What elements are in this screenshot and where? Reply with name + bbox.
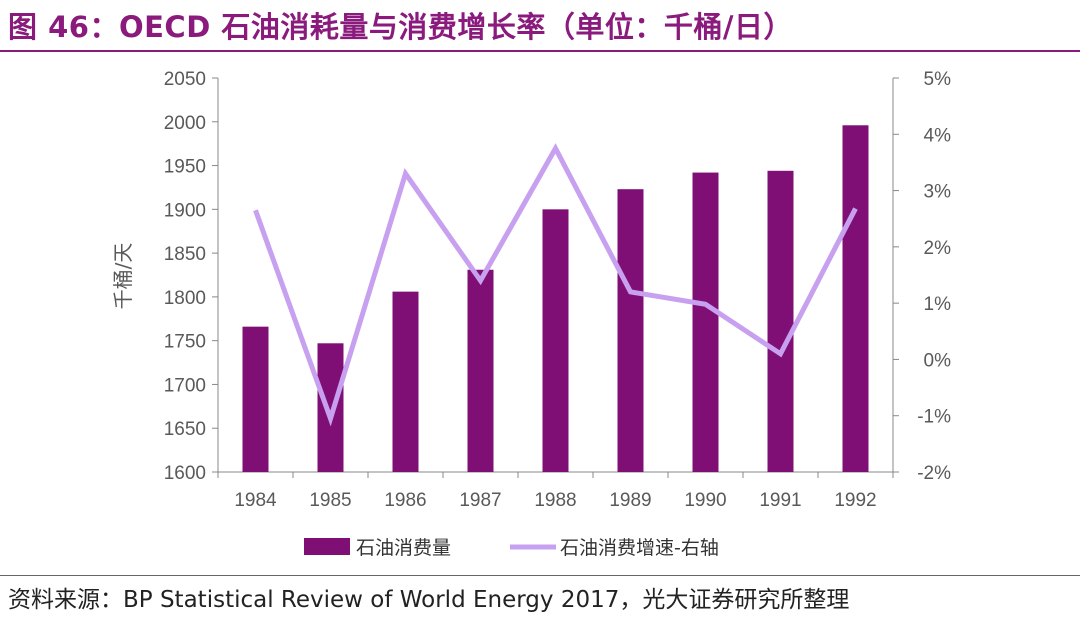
right-tick-label: 5% — [924, 69, 952, 90]
left-tick-label: 1900 — [164, 200, 206, 221]
source-note: 资料来源：BP Statistical Review of World Ener… — [8, 587, 850, 613]
chart: 1600 1650 1700 1750 1800 1850 1900 1950 2000 2050… — [111, 69, 951, 559]
right-tick-label: 1% — [924, 294, 952, 315]
bar-1986 — [392, 291, 419, 472]
line-series — [253, 143, 858, 427]
x-tick-label: 1985 — [309, 490, 351, 511]
right-tick-label: 2% — [924, 238, 952, 259]
bar-1988 — [542, 209, 569, 473]
left-tick-label: 1600 — [164, 463, 206, 484]
legend-line-label: 石油消费增速-右轴 — [560, 537, 719, 559]
left-tick-label: 1800 — [164, 288, 206, 309]
right-tick-label: 3% — [924, 182, 952, 203]
legend-bar-label: 石油消费量 — [356, 537, 451, 559]
y-axis-label: 千桶/天 — [111, 243, 135, 310]
bar-1987 — [467, 269, 494, 472]
bar-1989 — [617, 189, 644, 472]
bar-series — [242, 125, 869, 473]
x-tick-label: 1992 — [834, 490, 876, 511]
x-tick-label: 1987 — [459, 490, 501, 511]
left-tick-label: 1950 — [164, 157, 206, 178]
footer-divider — [0, 575, 1080, 576]
x-tick-label: 1990 — [684, 490, 726, 511]
right-tick-label: -2% — [917, 463, 951, 484]
left-tick-label: 1750 — [164, 332, 206, 353]
x-tick-label: 1988 — [534, 490, 576, 511]
legend-bar-swatch — [304, 538, 350, 555]
x-tick-label: 1986 — [384, 490, 426, 511]
title-divider — [0, 50, 1080, 52]
x-tick-label: 1989 — [609, 490, 651, 511]
tick-labels: 1600 1650 1700 1750 1800 1850 1900 1950 2000 2050… — [164, 69, 951, 511]
bar-1990 — [692, 172, 719, 472]
left-tick-label: 1650 — [164, 419, 206, 440]
left-tick-label: 1850 — [164, 244, 206, 265]
legend: 石油消费量 石油消费增速-右轴 — [304, 537, 719, 559]
bar-1991 — [767, 170, 794, 472]
bar-1985 — [317, 343, 344, 472]
x-tick-label: 1991 — [759, 490, 801, 511]
left-tick-label: 1700 — [164, 375, 206, 396]
left-tick-label: 2000 — [164, 113, 206, 134]
right-tick-label: -1% — [917, 407, 951, 428]
x-tick-label: 1984 — [234, 490, 277, 511]
figure-title: 图 46：OECD 石油消耗量与消费增长率（单位：千桶/日） — [8, 10, 793, 44]
right-tick-label: 0% — [924, 350, 952, 371]
right-tick-label: 4% — [924, 125, 952, 146]
left-tick-label: 2050 — [164, 69, 206, 90]
bar-1984 — [242, 326, 269, 472]
bar-1992 — [842, 125, 869, 472]
